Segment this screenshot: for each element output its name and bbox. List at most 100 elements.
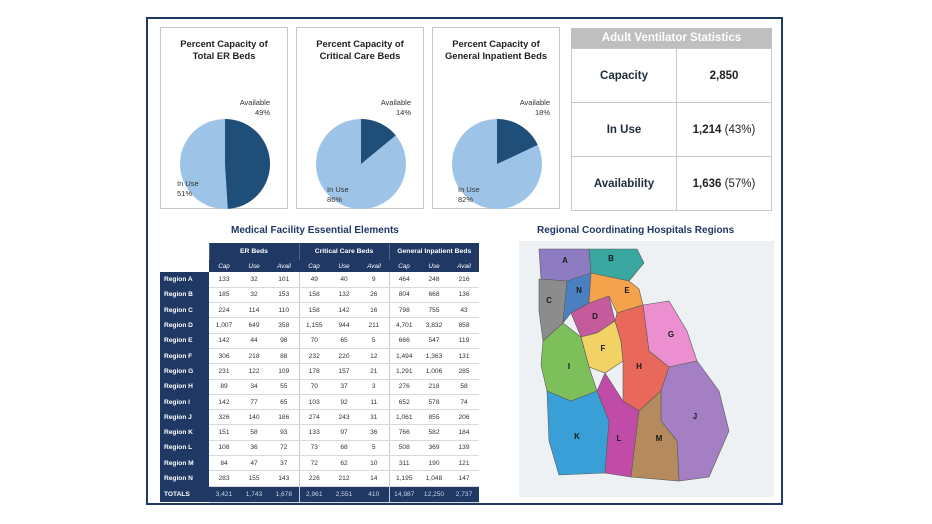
table-cell: 944 xyxy=(329,317,359,334)
table-cell: 2,551 xyxy=(329,486,359,503)
table-cell: 47 xyxy=(239,455,269,472)
table-cell: 649 xyxy=(239,317,269,334)
table-cell: 5 xyxy=(359,333,389,349)
table-cell: 70 xyxy=(298,333,329,349)
available-slice xyxy=(361,119,396,164)
table-row: Region C 224 114 110 158 142 16 798 755 43 xyxy=(160,302,479,319)
table-cell: 109 xyxy=(269,363,299,380)
row-name: Region F xyxy=(160,348,209,364)
row-name: Region B xyxy=(160,287,209,303)
table-cell: 4,701 xyxy=(388,317,419,334)
group-header-general-inpatient: General Inpatient Beds xyxy=(388,243,479,260)
table-cell: 10 xyxy=(359,455,389,472)
table-cell: 142 xyxy=(209,333,239,349)
column-header: Use xyxy=(329,260,359,272)
table-cell: 147 xyxy=(449,470,479,487)
table-cell: 206 xyxy=(449,409,479,426)
in-use-label: In Use 51% xyxy=(177,179,199,198)
table-cell: 21 xyxy=(359,363,389,380)
table-cell: 93 xyxy=(269,424,299,441)
table-row: Region J 326 140 186 274 243 31 1,061 855 206 xyxy=(160,409,479,426)
available-slice xyxy=(497,119,538,164)
region-label: I xyxy=(568,362,570,371)
table-cell: 410 xyxy=(359,486,389,503)
available-slice xyxy=(225,119,271,209)
row-name: TOTALS xyxy=(160,486,209,503)
table-cell: 92 xyxy=(329,394,359,411)
table-cell: 43 xyxy=(449,302,479,319)
table-cell: 143 xyxy=(269,470,299,487)
table-cell: 101 xyxy=(269,272,299,288)
table-cell: 34 xyxy=(239,379,269,395)
region-label: J xyxy=(693,412,697,421)
region-label: F xyxy=(601,344,606,353)
facility-table: ER Beds Critical Care Beds General Inpat… xyxy=(160,243,479,503)
table-cell: 70 xyxy=(298,379,329,395)
map-title: Regional Coordinating Hospitals Regions xyxy=(537,225,735,236)
ventilator-row-capacity: Capacity 2,850 xyxy=(571,48,772,103)
ventilator-stats-table: Capacity 2,850 In Use 1,214 (43%) Availa… xyxy=(571,48,772,211)
table-cell: 40 xyxy=(329,272,359,288)
table-cell: 73 xyxy=(298,440,329,457)
table-cell: 855 xyxy=(419,409,449,426)
table-cell: 358 xyxy=(269,317,299,334)
facility-table-title: Medical Facility Essential Elements xyxy=(231,225,399,236)
table-cell: 668 xyxy=(419,287,449,304)
table-cell: 326 xyxy=(209,409,239,426)
region-label: N xyxy=(576,286,582,295)
table-row: Region F 306 218 88 232 220 12 1,494 1,363 131 xyxy=(160,348,479,365)
table-cell: 578 xyxy=(419,394,449,411)
table-cell: 220 xyxy=(329,348,359,365)
table-cell: 184 xyxy=(449,424,479,441)
table-cell: 306 xyxy=(209,348,239,365)
table-cell: 108 xyxy=(209,440,239,457)
table-cell: 582 xyxy=(419,424,449,441)
table-cell: 65 xyxy=(269,394,299,411)
table-row: Region A 133 32 101 49 40 9 464 248 216 xyxy=(160,272,479,288)
table-cell: 212 xyxy=(329,470,359,487)
ventilator-row-label: Availability xyxy=(571,156,677,211)
table-cell: 133 xyxy=(209,272,239,288)
in-use-label: In Use 86% xyxy=(327,185,349,204)
region-label: D xyxy=(592,312,598,321)
table-cell: 26 xyxy=(359,287,389,304)
table-cell: 1,048 xyxy=(419,470,449,487)
table-cell: 136 xyxy=(449,287,479,304)
column-header: Cap xyxy=(299,260,329,272)
table-cell: 110 xyxy=(269,302,299,319)
table-cell: 3 xyxy=(359,379,389,395)
table-cell: 65 xyxy=(329,333,359,349)
table-cell: 157 xyxy=(329,363,359,380)
table-cell: 153 xyxy=(269,287,299,304)
table-cell: 274 xyxy=(298,409,329,426)
table-cell: 1,678 xyxy=(269,486,299,503)
column-header: Use xyxy=(419,260,449,272)
row-name: Region A xyxy=(160,272,209,288)
table-cell: 77 xyxy=(239,394,269,411)
column-header: Avail xyxy=(359,260,389,272)
table-cell: 508 xyxy=(388,440,419,457)
row-name: Region I xyxy=(160,394,209,410)
table-cell: 243 xyxy=(329,409,359,426)
table-cell: 37 xyxy=(269,455,299,472)
table-corner xyxy=(160,260,209,272)
table-cell: 68 xyxy=(329,440,359,457)
table-cell: 131 xyxy=(449,348,479,365)
table-cell: 36 xyxy=(359,424,389,441)
table-cell: 32 xyxy=(239,287,269,304)
table-cell: 32 xyxy=(239,272,269,288)
table-cell: 84 xyxy=(209,455,239,472)
table-cell: 49 xyxy=(298,272,329,288)
table-cell: 151 xyxy=(209,424,239,441)
group-header-er: ER Beds xyxy=(208,243,299,260)
pie-chart xyxy=(316,119,406,209)
table-cell: 1,291 xyxy=(388,363,419,380)
row-name: Region M xyxy=(160,455,209,471)
table-cell: 14,987 xyxy=(388,486,419,503)
table-cell: 216 xyxy=(449,272,479,288)
table-row: Region B 185 32 153 158 132 26 804 668 136 xyxy=(160,287,479,304)
table-cell: 178 xyxy=(298,363,329,380)
table-cell: 140 xyxy=(239,409,269,426)
table-cell: 58 xyxy=(449,379,479,395)
table-cell: 190 xyxy=(419,455,449,472)
